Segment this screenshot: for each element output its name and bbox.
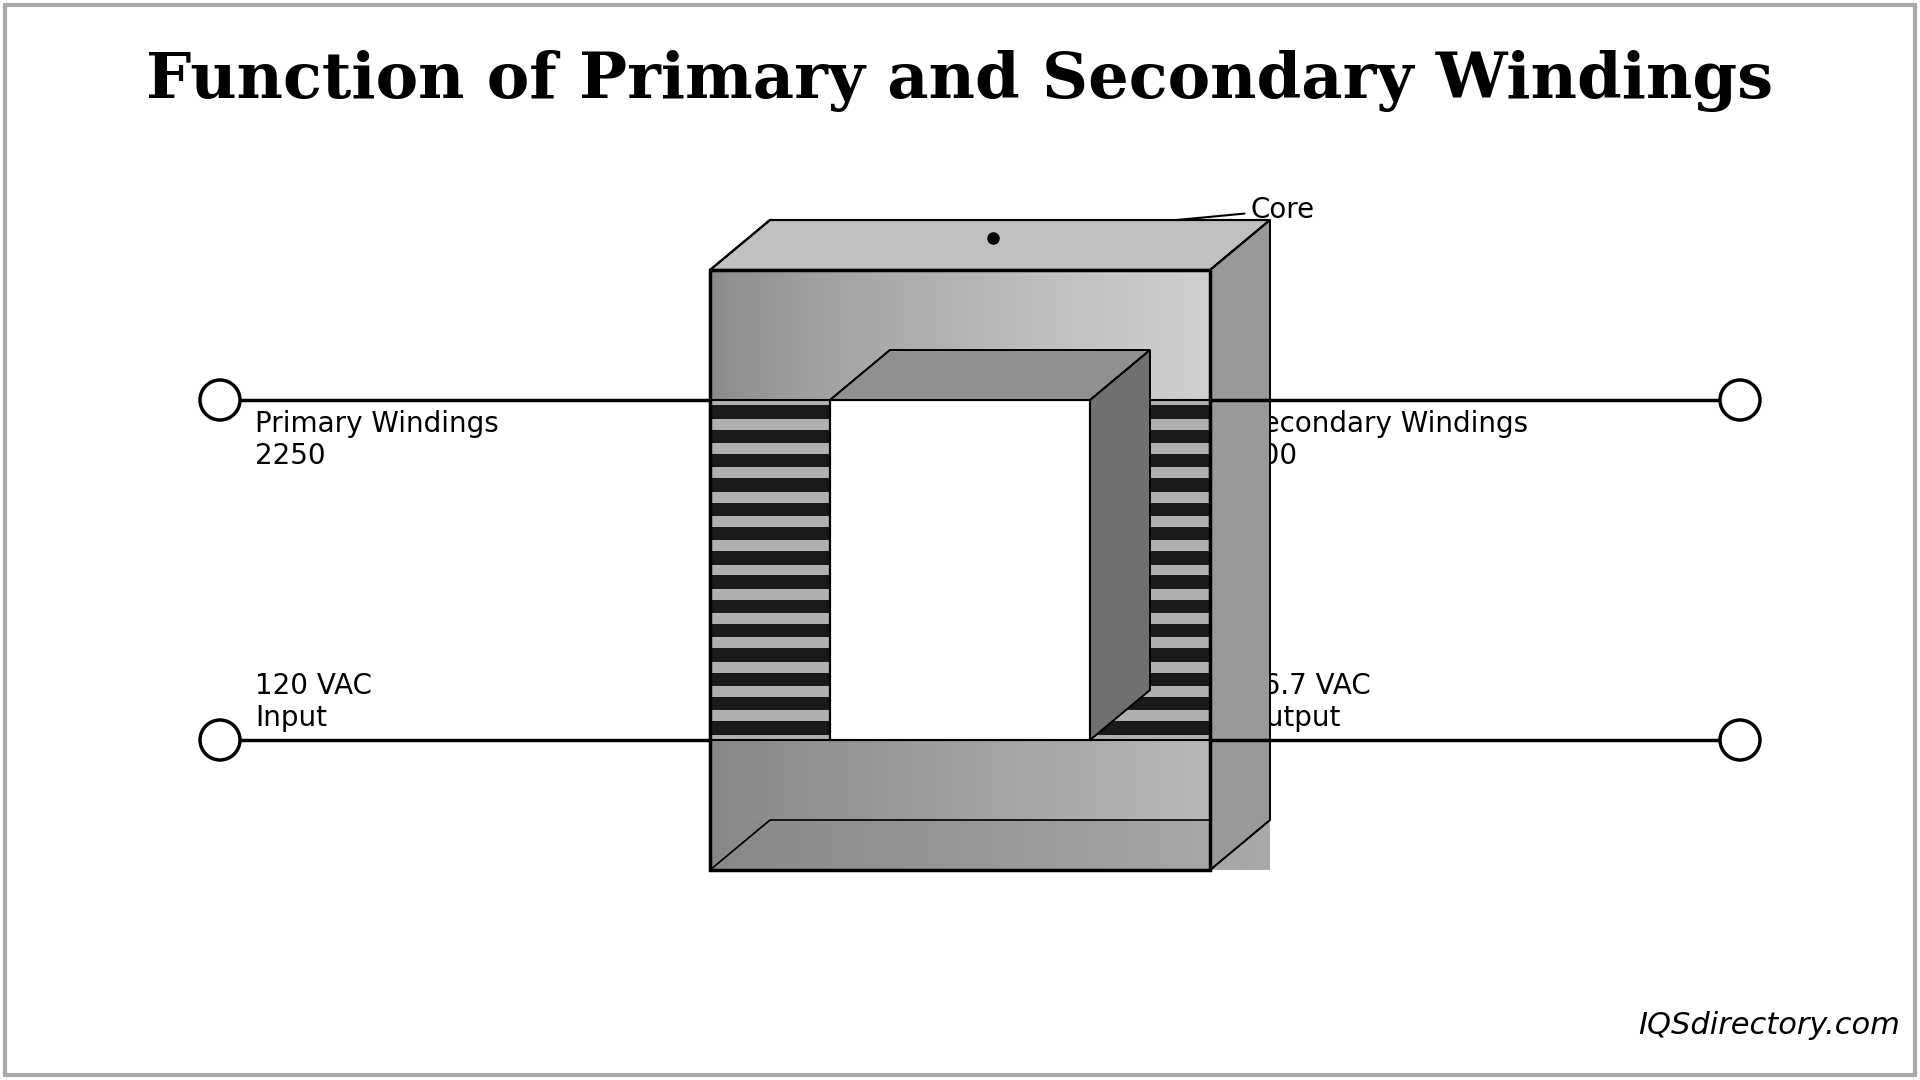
Text: 120 VAC
Input: 120 VAC Input [255,672,372,732]
Bar [710,473,829,497]
Bar [710,478,829,491]
Bar [1091,624,1210,637]
Polygon shape [710,220,1269,270]
Bar [1091,648,1210,662]
Circle shape [1720,720,1761,760]
Bar [1091,527,1210,540]
Bar [710,430,829,443]
Bar [710,576,829,589]
Bar [710,648,829,662]
Bar [710,716,829,740]
Bar [1091,643,1210,667]
Bar [710,454,829,468]
Bar [1091,405,1210,419]
Bar [710,497,829,522]
Bar [710,545,829,570]
Bar [1091,576,1210,589]
Bar [710,405,829,419]
Text: 26.7 VAC
Output: 26.7 VAC Output [1244,672,1371,732]
Bar [1091,430,1210,443]
Bar [1091,522,1210,545]
Bar [1091,570,1210,594]
Bar [1091,691,1210,716]
Bar [710,619,829,643]
Polygon shape [829,350,1150,400]
Bar [710,673,829,686]
Bar [1091,716,1210,740]
Bar [710,697,829,711]
Bar [710,424,829,448]
Bar [1091,599,1210,613]
Polygon shape [1210,220,1269,870]
Bar [710,570,829,594]
Bar [1091,497,1210,522]
Bar [1091,400,1210,740]
Bar [710,667,829,691]
Bar [710,551,829,565]
Polygon shape [829,350,1150,400]
Text: Function of Primary and Secondary Windings: Function of Primary and Secondary Windin… [146,50,1774,112]
Bar [710,522,829,545]
Polygon shape [1091,350,1150,740]
Bar [1091,551,1210,565]
Bar [1091,619,1210,643]
Bar [1091,697,1210,711]
Bar [710,721,829,734]
Text: Secondary Windings
500: Secondary Windings 500 [1244,410,1528,471]
Bar [1091,502,1210,516]
Circle shape [200,720,240,760]
Bar [710,643,829,667]
Bar [710,594,829,619]
Bar [710,270,1210,870]
Bar [1091,473,1210,497]
Bar [1091,545,1210,570]
Bar [710,691,829,716]
Bar [829,400,1091,740]
Bar [829,400,1091,740]
Bar [710,599,829,613]
Circle shape [1720,380,1761,420]
Circle shape [200,380,240,420]
Bar [1091,721,1210,734]
Bar [1091,673,1210,686]
Bar [1091,594,1210,619]
Text: Primary Windings
2250: Primary Windings 2250 [255,410,499,471]
Polygon shape [829,690,1150,740]
Polygon shape [829,350,891,740]
Bar [710,527,829,540]
Bar [1091,400,1210,424]
Polygon shape [710,220,1269,270]
Bar [710,400,829,740]
Bar [1091,448,1210,473]
Polygon shape [1091,350,1150,740]
Bar [1091,454,1210,468]
Bar [710,400,829,424]
Text: Core: Core [996,195,1313,238]
Text: IQSdirectory.com: IQSdirectory.com [1638,1011,1901,1040]
Polygon shape [1210,220,1269,870]
Bar [710,624,829,637]
Bar [1091,478,1210,491]
Bar [1091,424,1210,448]
Bar [710,448,829,473]
Bar [710,270,1210,870]
Bar [829,400,1091,740]
Bar [710,502,829,516]
Bar [1091,667,1210,691]
Bar [710,270,1210,870]
